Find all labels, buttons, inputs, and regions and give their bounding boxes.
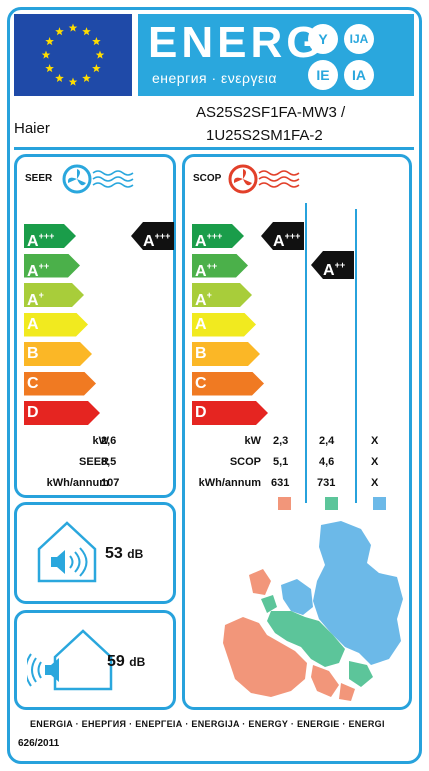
energy-banner: ENERG енергия · ενεργεια Y IJA IE IA — [138, 14, 414, 96]
europe-climate-map — [223, 521, 403, 701]
scop-rating-arrow-1: A+++ — [261, 222, 304, 250]
seer-kw-label: kW — [92, 435, 110, 447]
regulation-number: 626/2011 — [18, 738, 60, 749]
scop-kwh-value-3: X — [371, 477, 379, 489]
heating-fan-icon — [228, 164, 300, 194]
scop-class-arrow: A+++ — [192, 224, 244, 248]
scop-rating-arrow-2: A++ — [311, 251, 354, 279]
scop-kw-value-1: 2,3 — [273, 435, 289, 447]
scop-kw-label: kW — [244, 435, 262, 447]
scop-scop-value-3: X — [371, 456, 379, 468]
eu-star-icon — [45, 64, 54, 73]
scop-class-arrow: A — [192, 312, 256, 337]
scop-class-arrow: C — [192, 371, 264, 396]
seer-kw-value: 2,6 — [101, 435, 117, 447]
eu-star-icon — [68, 77, 78, 86]
zone-average-swatch — [325, 497, 338, 510]
seer-rating-arrow: A+++ — [131, 222, 174, 250]
eu-star-icon — [45, 37, 54, 46]
scop-class-arrow: B — [192, 342, 260, 366]
eu-star-icon — [41, 50, 51, 59]
seer-class-arrow: B — [24, 342, 92, 366]
scop-column-divider-1 — [305, 203, 307, 503]
indoor-noise-value: 53 dB — [105, 545, 144, 562]
eu-star-icon — [92, 64, 101, 73]
cooling-fan-icon — [62, 164, 134, 194]
eu-star-icon — [92, 37, 101, 46]
scop-class-arrow: A+ — [192, 283, 252, 307]
seer-panel: SEER A+++ A++ A+ A B C D A+++ kW 2,6 SEER 8,5 … — [14, 154, 176, 498]
seer-class-arrow: D — [24, 401, 100, 425]
seer-title: SEER — [25, 173, 53, 184]
eu-star-icon — [68, 23, 78, 32]
indoor-speaker-house-icon — [37, 521, 97, 583]
eu-flag — [14, 14, 132, 96]
zone-warmer-swatch — [278, 497, 291, 510]
seer-class-arrow: A+++ — [24, 224, 76, 248]
seer-class-arrow: A — [24, 312, 88, 337]
scop-column-divider-2 — [355, 209, 357, 503]
scop-panel: SCOP A+++ A++ A+ A B C D A+++ A++ kW 2,3 2,4 X… — [182, 154, 412, 710]
seer-class-arrow: C — [24, 371, 96, 396]
outdoor-speaker-house-icon — [27, 629, 113, 691]
scop-scop-value-1: 5,1 — [273, 456, 289, 468]
outdoor-noise-panel: 59 dB — [14, 610, 176, 710]
scop-kwh-label: kWh/annum — [198, 477, 261, 489]
scop-title: SCOP — [193, 173, 222, 184]
lang-badge-ia: IA — [344, 60, 374, 90]
lang-badge-ija: IJA — [344, 24, 374, 54]
seer-class-arrow: A++ — [24, 253, 80, 278]
scop-scop-label: SCOP — [229, 456, 261, 468]
scop-kwh-value-1: 631 — [271, 477, 290, 489]
eu-star-icon — [82, 27, 91, 36]
eu-star-icon — [95, 50, 105, 59]
scop-kw-value-2: 2,4 — [319, 435, 335, 447]
model-identifier-line-1: AS25S2SF1FA-MW3 / — [196, 104, 346, 121]
seer-class-arrow: A+ — [24, 283, 84, 307]
eu-star-icon — [55, 27, 64, 36]
eu-star-icon — [55, 73, 64, 82]
outdoor-noise-value: 59 dB — [107, 653, 146, 670]
supplier-name: Haier — [14, 120, 50, 137]
eu-stars-icon — [41, 23, 105, 86]
indoor-noise-panel: 53 dB — [14, 502, 176, 604]
header-divider — [14, 147, 414, 150]
scop-kwh-value-2: 731 — [317, 477, 336, 489]
scop-class-arrow: D — [192, 401, 268, 425]
energ-subtitle: енергия · ενεργεια — [152, 70, 277, 86]
lang-badge-y: Y — [308, 24, 338, 54]
lang-badge-ie: IE — [308, 60, 338, 90]
seer-seer-label: SEER — [79, 456, 109, 468]
model-identifier-line-2: 1U25S2SM1FA-2 — [206, 127, 323, 144]
footer-energy-languages: ENERGIA · ЕНЕРГИЯ · ΕΝΕΡΓΕΙΑ · ENERGIJA … — [30, 719, 385, 729]
scop-class-arrow: A++ — [192, 253, 248, 278]
scop-kw-value-3: X — [371, 435, 379, 447]
seer-seer-value: 8,5 — [101, 456, 117, 468]
seer-kwh-value: 107 — [101, 477, 120, 489]
seer-kwh-label: kWh/annum — [46, 477, 109, 489]
zone-colder-swatch — [373, 497, 386, 510]
energ-wordmark: ENERG — [148, 18, 325, 67]
scop-scop-value-2: 4,6 — [319, 456, 335, 468]
eu-star-icon — [82, 73, 91, 82]
